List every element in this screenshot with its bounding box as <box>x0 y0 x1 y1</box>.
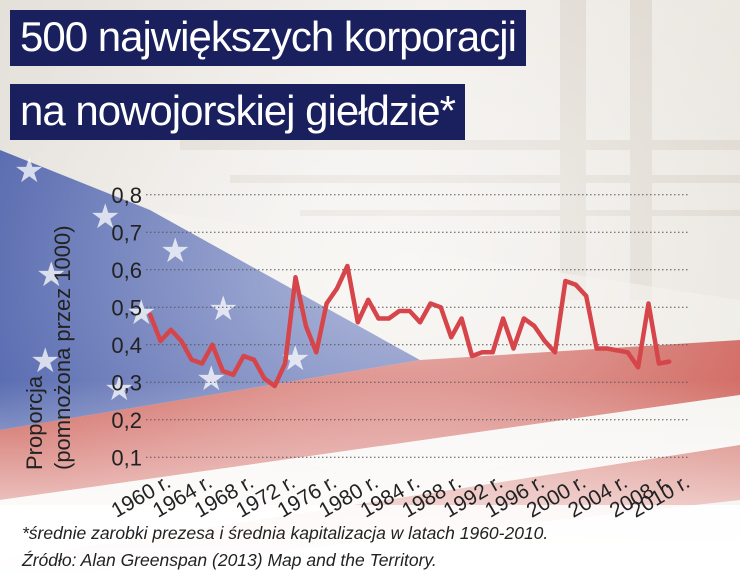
data-point <box>148 312 153 317</box>
y-tick-label: 0,8 <box>111 183 142 208</box>
data-point <box>335 286 339 291</box>
data-point <box>521 316 526 321</box>
data-point <box>490 350 495 355</box>
data-point <box>604 346 609 351</box>
y-tick-label: 0,2 <box>111 408 142 433</box>
data-point <box>252 357 256 362</box>
data-point <box>656 361 661 366</box>
x-axis-ticks: 1960 r.1964 r.1968 r.1972 r.1976 r.1980 … <box>108 470 694 522</box>
data-point <box>210 342 215 347</box>
data-point <box>386 316 391 321</box>
series-group <box>147 263 672 389</box>
title-line-2: na nowojorskiej giełdzie* <box>10 84 465 140</box>
source-note: Źródło: Alan Greenspan (2013) Map and th… <box>22 550 437 570</box>
data-point <box>314 350 319 355</box>
gridlines <box>146 194 690 458</box>
y-tick-label: 0,6 <box>111 258 142 283</box>
data-point <box>220 369 225 373</box>
data-point <box>397 309 402 313</box>
data-point <box>480 350 485 355</box>
data-point <box>324 301 329 306</box>
data-point <box>646 301 651 306</box>
data-point <box>376 316 381 321</box>
data-point <box>355 320 360 325</box>
data-point <box>615 348 620 353</box>
data-point <box>563 279 568 283</box>
data-point <box>584 294 589 298</box>
y-axis-label-line-1: Proporcja <box>22 375 47 470</box>
data-point <box>667 359 672 364</box>
data-point <box>636 365 641 370</box>
y-tick-label: 0,5 <box>111 295 142 320</box>
data-point <box>594 346 599 351</box>
data-point <box>241 354 246 358</box>
data-point <box>168 327 173 332</box>
y-tick-label: 0,4 <box>111 333 142 358</box>
data-point <box>542 339 547 343</box>
data-point <box>573 282 578 287</box>
data-point <box>470 354 474 358</box>
data-point <box>625 350 630 355</box>
y-tick-label: 0,7 <box>111 220 142 245</box>
data-point <box>293 275 298 280</box>
data-point <box>272 384 277 388</box>
data-point <box>459 316 464 321</box>
data-point <box>418 320 423 325</box>
data-point <box>366 297 371 302</box>
data-point <box>532 324 537 328</box>
data-point <box>345 264 350 268</box>
data-point <box>283 361 288 366</box>
footnote: *średnie zarobki prezesa i średnia kapit… <box>22 523 549 543</box>
data-point <box>449 335 454 340</box>
series-line <box>147 263 672 389</box>
y-tick-label: 0,1 <box>111 445 142 470</box>
data-point <box>553 350 557 355</box>
data-point <box>407 309 412 313</box>
data-point <box>189 357 194 362</box>
data-point <box>303 324 308 328</box>
y-axis-ticks: 0,1 0,2 0,3 0,4 0,5 0,6 0,7 0,8 <box>111 183 142 471</box>
data-point <box>179 339 184 343</box>
data-point <box>231 372 236 377</box>
data-point <box>438 305 443 310</box>
y-tick-label: 0,3 <box>111 370 142 395</box>
data-point <box>262 376 267 381</box>
y-axis-label-line-2: (pomnożona przez 1000) <box>50 225 75 470</box>
data-point <box>158 339 163 343</box>
title-line-1: 500 największych korporacji <box>10 10 526 66</box>
data-point <box>501 316 506 321</box>
data-point <box>511 346 516 351</box>
data-point <box>428 301 433 306</box>
data-point <box>200 361 205 366</box>
y-axis-label: Proporcja (pomnożona przez 1000) <box>22 225 75 470</box>
